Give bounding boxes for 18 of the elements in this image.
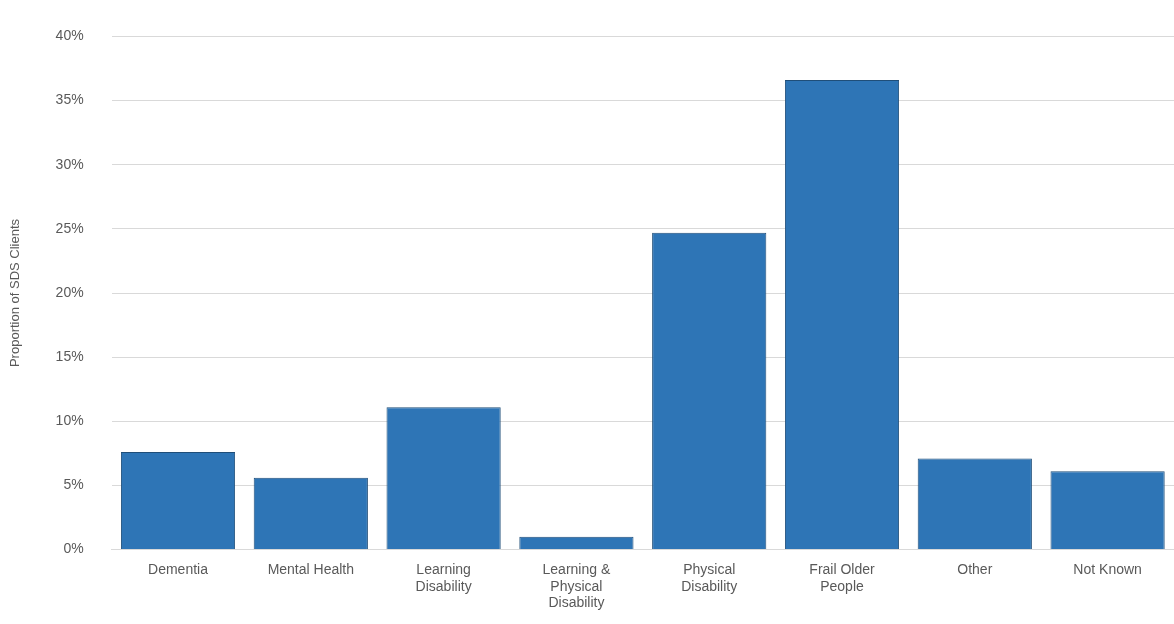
- x-tick-label: Learning Disability: [415, 560, 472, 594]
- y-tick-label: 0%: [63, 540, 84, 557]
- x-tick-label: Mental Health: [267, 560, 355, 577]
- y-tick-label: 25%: [55, 219, 84, 236]
- y-tick-label: 35%: [55, 91, 84, 108]
- y-tick-label: 30%: [55, 155, 84, 172]
- x-tick-label: Physical Disability: [681, 560, 738, 594]
- x-tick-label: Other: [957, 560, 993, 577]
- x-tick-label: Learning & Physical Disability: [542, 560, 611, 611]
- y-axis-title: Proportion of SDS Clients: [7, 218, 23, 368]
- x-tick-label: Frail Older People: [809, 560, 876, 594]
- y-tick-label: 10%: [55, 412, 84, 429]
- y-tick-label: 5%: [63, 476, 84, 493]
- y-tick-label: 15%: [55, 348, 84, 365]
- x-tick-label: Dementia: [148, 560, 209, 577]
- x-tick-label: Not Known: [1073, 560, 1142, 577]
- y-tick-label: 40%: [55, 27, 84, 44]
- y-tick-label: 20%: [55, 283, 84, 300]
